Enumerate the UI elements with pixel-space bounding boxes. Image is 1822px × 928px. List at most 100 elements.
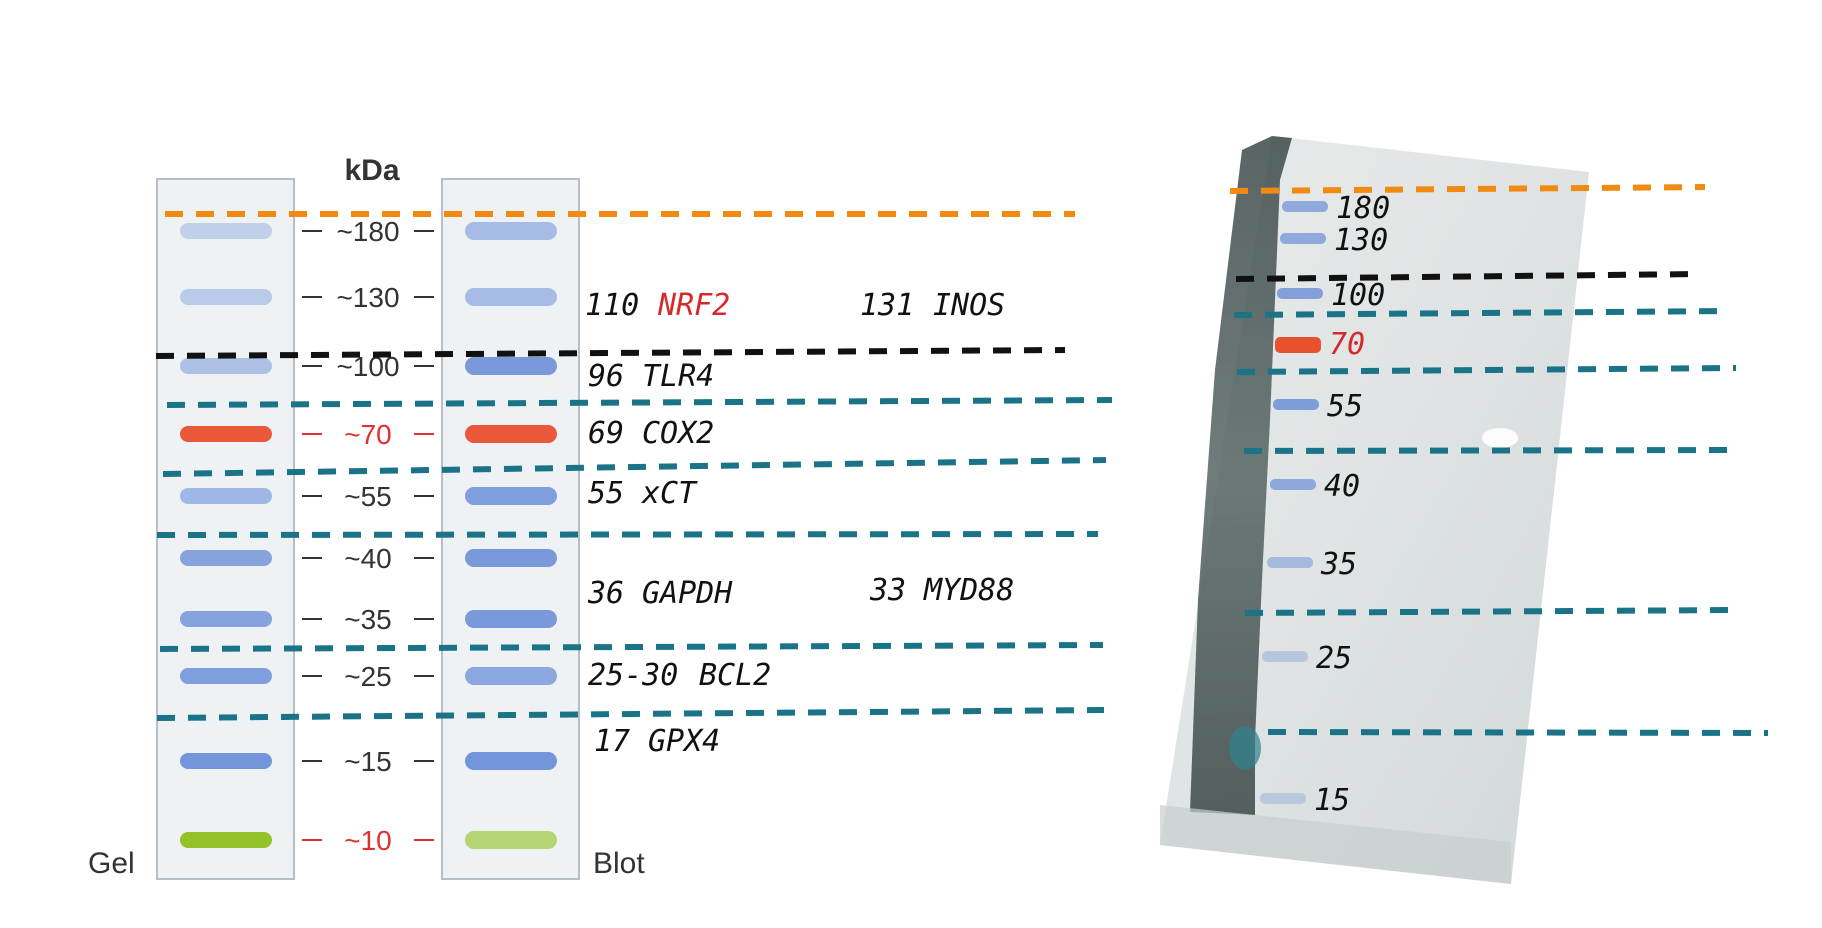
protein-name: NRF2: [657, 288, 730, 323]
protein-name: GPX4: [648, 724, 720, 759]
protein-size: 55: [588, 476, 624, 511]
blot-band: [465, 222, 557, 240]
protein-name: TLR4: [642, 359, 714, 394]
membrane-dark-edge: [1190, 136, 1292, 815]
protein-name: GAPDH: [642, 576, 733, 611]
gel-band: [180, 611, 272, 627]
protein-size: 36: [587, 576, 624, 611]
photo-size-label: 180: [1336, 191, 1390, 226]
ladder-size-labels: ~180~130~100~70~55~40~35~25~15~10: [302, 216, 434, 856]
protein-annotation: 96 TLR4: [588, 359, 714, 394]
gel-band: [180, 358, 272, 374]
photo-size-label: 15: [1314, 783, 1350, 818]
dashed-guide-line: [1233, 308, 1729, 318]
photo-band: [1260, 793, 1306, 804]
membrane-photo-bottom-frame: [1160, 805, 1511, 884]
protein-size: 96: [588, 359, 624, 394]
gel-lane: [156, 178, 295, 880]
protein-name: COX2: [642, 416, 714, 451]
photo-size-label: 25: [1316, 641, 1352, 676]
gel-band: [180, 289, 272, 305]
blot-lane: [441, 178, 580, 880]
photo-band: [1267, 557, 1313, 568]
blot-label: Blot: [593, 847, 645, 880]
ladder-size-label: ~180: [336, 216, 399, 247]
ladder-reference: kDa ~180~130~100~70~55~40~35~25~15~10 Ge…: [88, 154, 645, 880]
protein-annotation: 33 MYD88: [869, 573, 1014, 608]
protein-name: BCL2: [699, 658, 771, 693]
photo-size-label: 55: [1327, 389, 1363, 424]
kda-unit-label: kDa: [344, 154, 399, 187]
blot-band: [465, 425, 557, 443]
blot-band: [465, 752, 557, 770]
blot-band: [465, 288, 557, 306]
ladder-size-label: ~70: [344, 419, 392, 450]
dashed-guide-line: [1244, 607, 1739, 616]
blot-band: [465, 831, 557, 849]
ladder-size-label: ~55: [344, 481, 392, 512]
membrane-glare: [1482, 428, 1518, 448]
dashed-guide-line: [155, 347, 1066, 359]
gel-band: [180, 223, 272, 239]
dashed-guide-line: [1229, 184, 1706, 194]
gel-label: Gel: [88, 847, 135, 880]
protein-size: 33: [869, 573, 906, 608]
dashed-guide-line: [1235, 271, 1701, 282]
photo-band: [1280, 233, 1326, 244]
protein-size: 69: [588, 416, 624, 451]
dashed-guide-line: [166, 397, 1113, 408]
photo-band: [1270, 479, 1316, 490]
ladder-size-label: ~25: [344, 661, 392, 692]
gel-band: [180, 488, 272, 504]
protein-size: 25-30: [588, 658, 678, 693]
ladder-size-label: ~40: [344, 543, 392, 574]
membrane-bubble: [1229, 726, 1261, 770]
gel-band: [180, 426, 272, 442]
photo-size-label: 40: [1324, 469, 1360, 504]
protein-size: 131: [860, 288, 914, 323]
photo-size-label: 70: [1329, 327, 1365, 362]
protein-annotation: 25-30 BCL2: [588, 658, 771, 693]
dashed-guide-line: [156, 707, 1105, 721]
photo-band: [1277, 288, 1323, 299]
gel-band: [180, 550, 272, 566]
blot-bands: [465, 222, 557, 849]
photo-size-label: 100: [1331, 278, 1385, 313]
protein-annotation: 110 NRF2: [585, 288, 730, 323]
blot-band: [465, 357, 557, 375]
photo-size-label: 35: [1320, 547, 1357, 582]
protein-annotation: 55 xCT: [588, 476, 698, 511]
dashed-guide-lines: [155, 184, 1769, 736]
photo-band: [1273, 399, 1319, 410]
blot-band: [465, 549, 557, 567]
protein-size: 110: [585, 288, 639, 323]
blot-band: [465, 487, 557, 505]
ladder-size-label: ~130: [336, 282, 399, 313]
protein-name: MYD88: [923, 573, 1014, 608]
photo-band: [1275, 337, 1321, 353]
blot-band: [465, 610, 557, 628]
protein-name: xCT: [640, 476, 698, 511]
blot-band: [465, 667, 557, 685]
protein-annotation: 131 INOS: [860, 288, 1005, 323]
photo-size-label: 130: [1334, 223, 1388, 258]
protein-annotation: 17 GPX4: [594, 724, 720, 759]
dashed-guide-line: [162, 457, 1107, 477]
gel-band: [180, 668, 272, 684]
protein-size: 17: [594, 724, 630, 759]
photo-band: [1282, 201, 1328, 212]
protein-annotation: 69 COX2: [588, 416, 714, 451]
gel-band: [180, 753, 272, 769]
protein-annotations: 110 NRF2 131 INOS 96 TLR4 69 COX2 55 xCT 36 GAPDH 33…: [585, 288, 1014, 759]
dashed-guide-line: [159, 642, 1104, 652]
gel-bands: [180, 223, 272, 848]
gel-band: [180, 832, 272, 848]
ladder-size-label: ~35: [344, 604, 392, 635]
photo-band: [1262, 651, 1308, 662]
dashed-guide-line: [1236, 365, 1737, 375]
dashed-guide-line: [1243, 447, 1739, 454]
protein-annotation: 36 GAPDH: [587, 576, 733, 611]
